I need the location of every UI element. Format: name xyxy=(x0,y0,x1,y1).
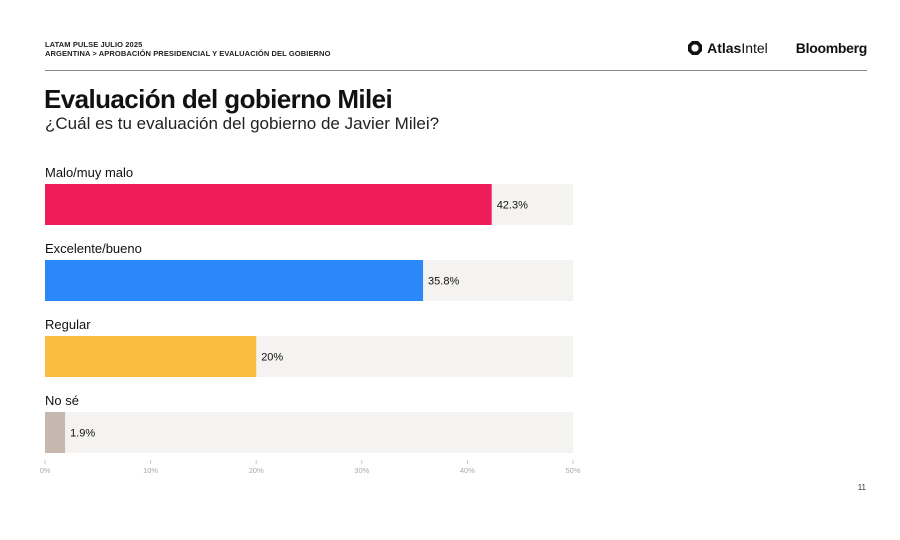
bar xyxy=(45,412,66,453)
bar-track xyxy=(45,412,573,453)
category-label: Excelente/bueno xyxy=(45,241,142,256)
bar xyxy=(45,336,257,377)
report-kicker: LATAM PULSE JULIO 2025 xyxy=(45,40,143,49)
x-tick-label: 10% xyxy=(143,466,158,475)
report-header: LATAM PULSE JULIO 2025 ARGENTINA > APROB… xyxy=(45,40,867,71)
chart-subtitle: ¿Cuál es tu evaluación del gobierno de J… xyxy=(45,114,440,133)
x-tick-label: 0% xyxy=(40,466,51,475)
bar xyxy=(45,184,492,225)
data-label: 35.8% xyxy=(428,276,459,288)
x-tick-label: 50% xyxy=(565,466,580,475)
category-label: No sé xyxy=(45,393,79,408)
atlasintel-logo: AtlasIntel xyxy=(687,40,768,56)
brand-logos: AtlasIntel Bloomberg xyxy=(687,40,867,56)
bar xyxy=(45,260,424,301)
chart-title: Evaluación del gobierno Milei xyxy=(44,84,393,114)
x-tick-label: 40% xyxy=(460,466,475,475)
atlas-wordmark: Atlas xyxy=(707,40,742,56)
data-label: 20% xyxy=(261,352,283,364)
x-tick-label: 30% xyxy=(354,466,369,475)
data-label: 1.9% xyxy=(70,428,95,440)
x-tick-label: 20% xyxy=(249,466,264,475)
intel-wordmark: Intel xyxy=(741,40,768,56)
bloomberg-logo: Bloomberg xyxy=(795,40,868,56)
data-label: 42.3% xyxy=(497,200,528,212)
category-label: Regular xyxy=(45,317,91,332)
category-label: Malo/muy malo xyxy=(45,165,133,180)
atlasintel-logo-icon xyxy=(688,41,703,55)
page-number: 11 xyxy=(857,483,866,492)
report-breadcrumb: ARGENTINA > APROBACIÓN PRESIDENCIAL Y EV… xyxy=(45,49,331,58)
